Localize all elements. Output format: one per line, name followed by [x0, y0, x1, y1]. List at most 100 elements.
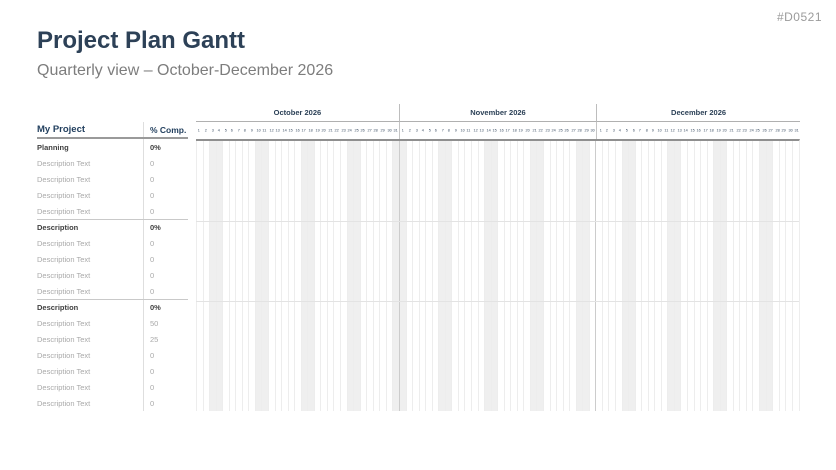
- day-number-cell: 2: [203, 122, 210, 139]
- grid-day-column: [392, 141, 399, 411]
- grid-day-column: [405, 141, 413, 411]
- completion-value: 0: [143, 203, 188, 219]
- day-number-cell: 21: [327, 122, 334, 139]
- grid-day-column: [719, 141, 727, 411]
- task-label: Description Text: [37, 366, 91, 376]
- table-row: Description Text 0: [37, 379, 188, 395]
- day-number: 18: [308, 128, 313, 133]
- grid-day-column: [418, 141, 426, 411]
- task-label: Description Text: [37, 398, 91, 408]
- grid-day-column: [431, 141, 439, 411]
- grid-day-column: [700, 141, 707, 411]
- day-number: 4: [217, 128, 220, 133]
- grid-day-column: [667, 141, 674, 411]
- grid-day-column: [536, 141, 543, 411]
- day-number-cell: 3: [610, 122, 617, 139]
- day-number: 6: [230, 128, 234, 133]
- day-number: 16: [295, 128, 300, 133]
- day-number-cell: 17: [301, 122, 308, 139]
- table-row: Description Text 0: [37, 187, 188, 203]
- grid-day-column: [660, 141, 668, 411]
- day-number-cell: 19: [518, 122, 525, 139]
- day-number: 22: [334, 128, 339, 133]
- grid-day-column: [595, 141, 602, 411]
- day-number-cell: 25: [754, 122, 761, 139]
- completion-value: 0: [143, 283, 188, 299]
- page-title: Project Plan Gantt: [37, 27, 246, 54]
- day-number: 22: [736, 128, 741, 133]
- completion-value: 0: [143, 235, 188, 251]
- day-number: 24: [551, 128, 556, 133]
- day-number: 2: [408, 128, 411, 133]
- grid-day-column: [615, 141, 622, 411]
- task-label: Description: [37, 223, 79, 232]
- day-number: 14: [486, 128, 491, 133]
- day-number-cell: 31: [794, 122, 801, 139]
- day-number-cell: 24: [748, 122, 755, 139]
- task-column-header: My Project: [37, 124, 86, 135]
- day-number-cell: 8: [643, 122, 650, 139]
- grid-day-column: [412, 141, 419, 411]
- day-number: 27: [367, 128, 372, 133]
- task-label: Description: [37, 303, 79, 312]
- grid-day-column: [451, 141, 458, 411]
- grid-day-column: [510, 141, 517, 411]
- day-number: 3: [211, 128, 214, 133]
- completion-value: 50: [143, 315, 188, 331]
- completion-value: 0: [143, 187, 188, 203]
- day-number: 10: [256, 128, 261, 133]
- day-number: 9: [651, 128, 655, 133]
- gantt-grid: [196, 139, 800, 411]
- month-header: October 2026: [196, 104, 399, 122]
- day-number: 11: [466, 128, 471, 133]
- day-number-cell: 20: [722, 122, 729, 139]
- day-number: 31: [794, 128, 800, 133]
- grid-day-column: [346, 141, 354, 411]
- day-number: 30: [590, 128, 596, 133]
- timeline: October 2026 November 2026 December 2026 1…: [196, 104, 800, 411]
- grid-day-column: [641, 141, 648, 411]
- table-header-row: My Project % Comp.: [37, 122, 188, 139]
- grid-day-column: [654, 141, 661, 411]
- grid-day-column: [634, 141, 642, 411]
- completion-value: 0: [143, 395, 188, 411]
- day-number: 16: [696, 128, 701, 133]
- day-number-cell: 28: [373, 122, 380, 139]
- grid-day-column: [601, 141, 609, 411]
- task-label: Description Text: [37, 350, 91, 360]
- day-number-cell: 11: [465, 122, 472, 139]
- day-number: 14: [683, 128, 688, 133]
- day-number-cell: 30: [590, 122, 597, 139]
- task-label: Description Text: [37, 382, 91, 392]
- grid-day-column: [490, 141, 498, 411]
- grid-day-column: [425, 141, 432, 411]
- day-number: 28: [775, 128, 780, 133]
- day-number: 29: [380, 128, 385, 133]
- table-row: Description Text 0: [37, 171, 188, 187]
- task-table: My Project % Comp. Planning 0% Description…: [37, 104, 188, 411]
- table-spacer: [37, 104, 188, 122]
- day-number-cell: 12: [669, 122, 676, 139]
- grid-day-column: [320, 141, 327, 411]
- day-number-cell: 28: [577, 122, 584, 139]
- grid-day-column: [222, 141, 229, 411]
- grid-day-column: [542, 141, 550, 411]
- grid-day-column: [503, 141, 511, 411]
- completion-value: 25: [143, 331, 188, 347]
- task-label: Description Text: [37, 190, 91, 200]
- day-number-cell: 29: [781, 122, 788, 139]
- grid-day-column: [621, 141, 629, 411]
- day-number-cell: 26: [564, 122, 571, 139]
- day-number: 19: [315, 128, 320, 133]
- grid-day-column: [687, 141, 694, 411]
- day-number: 28: [577, 128, 583, 133]
- grid-day-column: [372, 141, 380, 411]
- task-label: Description Text: [37, 318, 91, 328]
- day-number: 15: [288, 128, 294, 133]
- grid-day-column: [575, 141, 583, 411]
- table-row: Description Text 50: [37, 315, 188, 331]
- day-number: 8: [447, 128, 451, 133]
- day-number-cell: 30: [787, 122, 794, 139]
- grid-day-column: [385, 141, 393, 411]
- day-number: 21: [532, 128, 537, 133]
